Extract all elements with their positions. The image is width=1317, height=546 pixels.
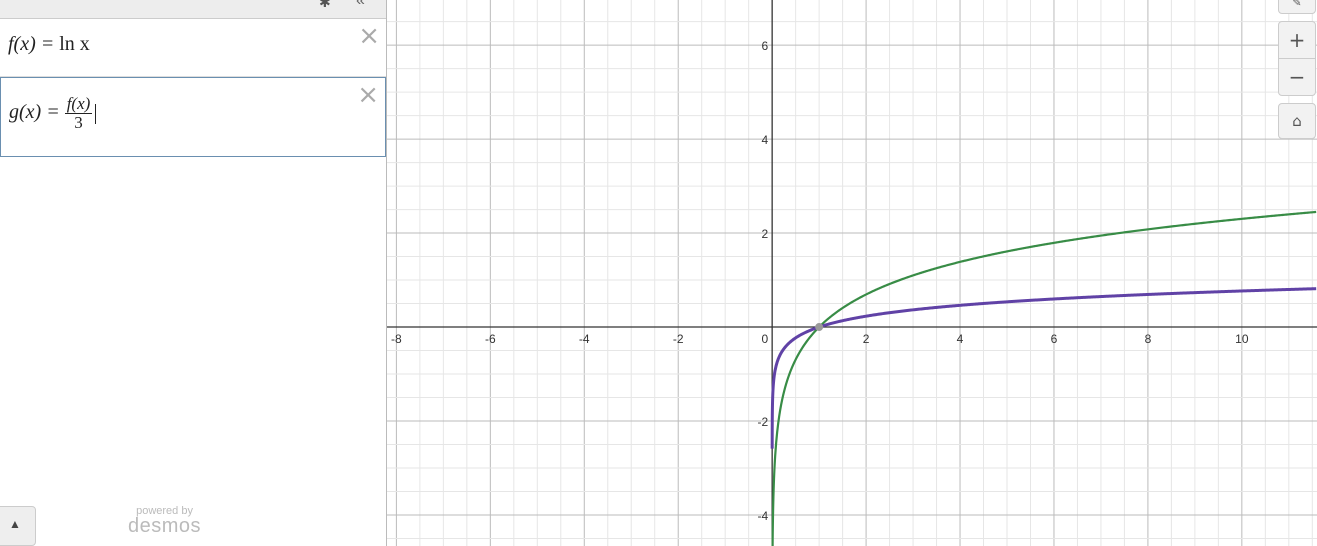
expression-math: f(x) = ln x: [8, 33, 90, 56]
desmos-logo: desmos: [128, 515, 202, 537]
expression-toolbar: ✱ «: [0, 0, 386, 19]
y-tick-label: -4: [757, 509, 768, 523]
home-icon: ⌂: [1292, 112, 1302, 130]
denominator: 3: [74, 113, 83, 132]
text-cursor: [95, 103, 97, 124]
triangle-up-icon: ▲: [9, 517, 21, 531]
x-tick-label: 6: [1051, 332, 1058, 346]
delete-expression-button[interactable]: ×: [357, 80, 379, 110]
y-tick-label: 2: [761, 227, 768, 241]
expression-list: ✱ « f(x) = ln x × g(x) = f(x) 3 × ▲ power…: [0, 0, 387, 546]
x-tick-label: 2: [863, 332, 870, 346]
x-tick-label: 0: [761, 332, 768, 346]
wrench-icon: ✎: [1292, 0, 1302, 9]
home-button[interactable]: ⌂: [1278, 103, 1316, 139]
curve-f: [771, 210, 1317, 546]
x-tick-label: 4: [957, 332, 964, 346]
powered-by-desmos[interactable]: powered by desmos: [128, 505, 202, 537]
expression-lhs: g(x) =: [9, 101, 65, 124]
fraction: f(x) 3: [64, 94, 93, 132]
intersection-point: [815, 323, 824, 332]
x-tick-label: 8: [1145, 332, 1152, 346]
graph-canvas[interactable]: -8 -6 -4 -2 0 2 4 6 8 10 6 4 2 -2 -4: [387, 0, 1317, 546]
x-tick-label: 10: [1235, 332, 1249, 346]
powered-by-text: powered by: [136, 505, 193, 517]
expression-lhs: f(x) =: [8, 33, 60, 55]
numerator: f(x): [64, 94, 93, 114]
gear-icon[interactable]: ✱: [319, 0, 331, 10]
x-tick-label: -6: [485, 332, 496, 346]
expression-f[interactable]: f(x) = ln x ×: [0, 19, 386, 77]
y-tick-label: 4: [761, 133, 768, 147]
edit-graph-button[interactable]: ✎: [1278, 0, 1316, 14]
y-tick-label: 6: [761, 39, 768, 53]
expression-rhs: ln x: [59, 33, 90, 55]
x-tick-label: -4: [579, 332, 590, 346]
delete-expression-button[interactable]: ×: [358, 21, 380, 51]
x-tick-label: -8: [391, 332, 402, 346]
expression-g[interactable]: g(x) = f(x) 3 ×: [0, 77, 386, 157]
curve-g: [770, 287, 1317, 449]
zoom-in-button[interactable]: +: [1278, 21, 1316, 59]
collapse-icon[interactable]: «: [356, 0, 365, 9]
expression-math: g(x) = f(x) 3: [9, 94, 97, 132]
zoom-out-button[interactable]: −: [1278, 58, 1316, 96]
y-tick-label: -2: [757, 415, 768, 429]
keypad-toggle-button[interactable]: ▲: [0, 506, 36, 546]
x-tick-label: -2: [673, 332, 684, 346]
